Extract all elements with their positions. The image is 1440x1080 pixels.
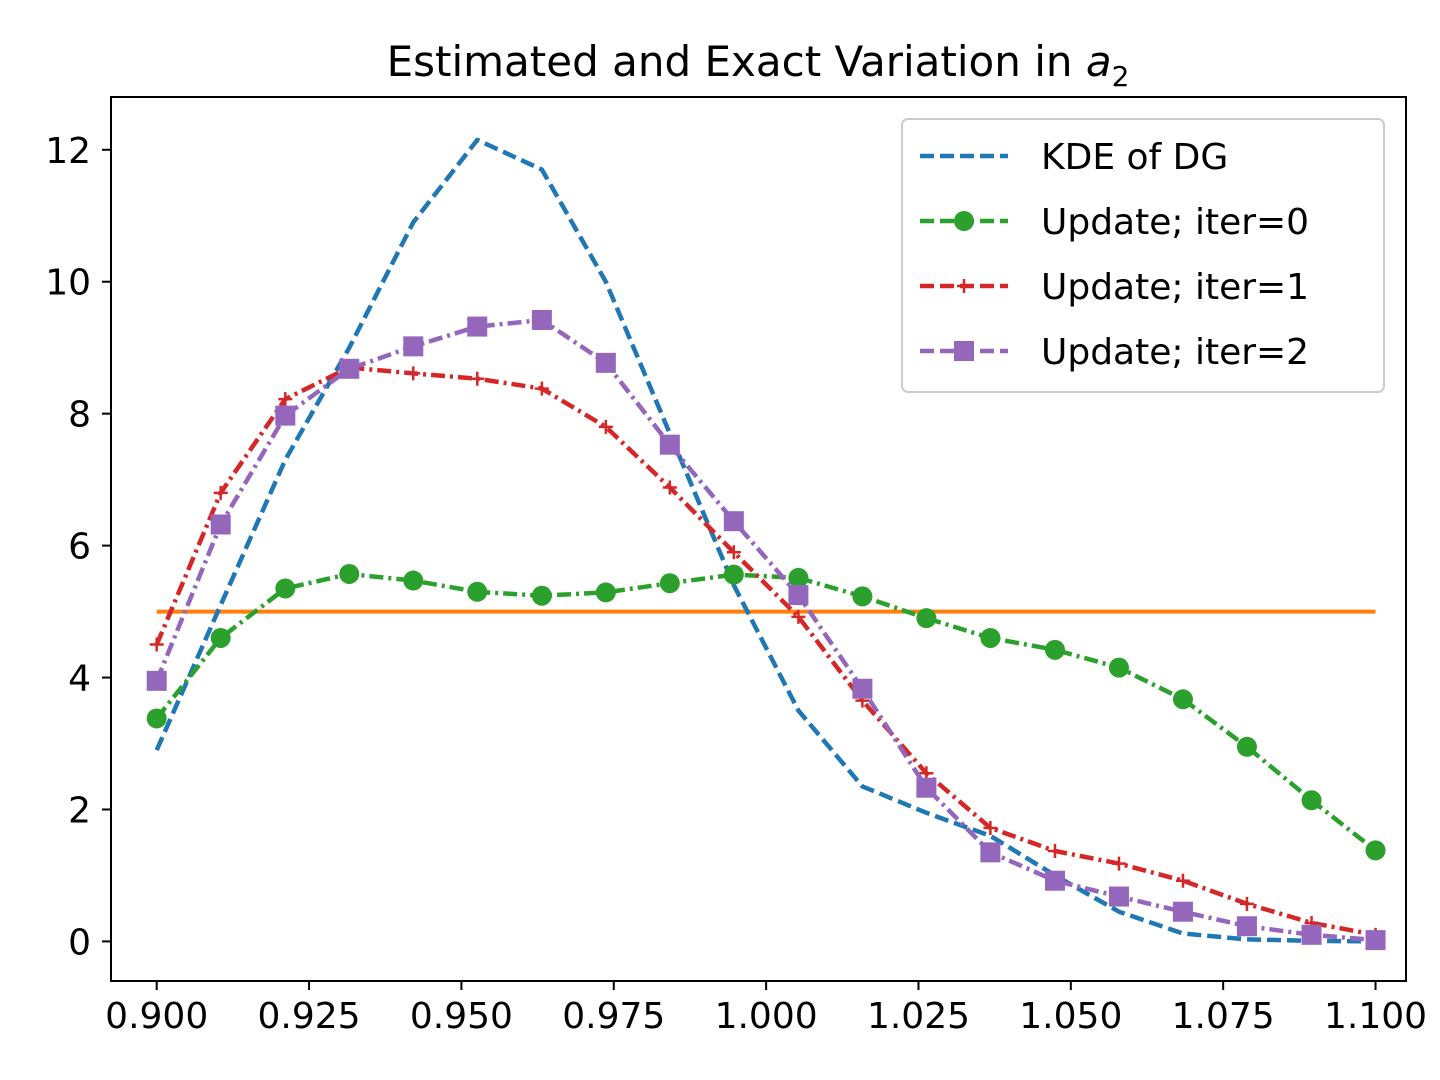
series-1-point-16 [1172, 689, 1193, 710]
series-line-0 [154, 137, 1376, 944]
chart-title-math: a [1086, 37, 1112, 86]
series-3-point-10 [788, 585, 809, 606]
series-1-point-4 [403, 570, 424, 591]
series-1-point-11 [852, 586, 873, 607]
series-1-point-13 [980, 627, 1001, 648]
series-3-point-0 [146, 670, 167, 691]
series-1-point-19 [1365, 840, 1386, 861]
series-3-point-12 [916, 777, 937, 798]
series-1-point-2 [275, 578, 296, 599]
series-line-1 [154, 571, 1377, 853]
y-tick-label-6: 12 [45, 131, 91, 172]
series-line-2 [154, 365, 1376, 938]
series-1-point-18 [1301, 790, 1322, 811]
y-tick-label-4: 8 [68, 395, 91, 436]
legend-label-3: Update; iter=2 [1041, 332, 1309, 373]
legend-marker-1 [954, 211, 974, 231]
series-3-point-17 [1236, 916, 1257, 937]
plot-frame [110, 96, 1407, 982]
series-2-point-5 [470, 371, 485, 386]
series-2-point-2 [278, 392, 293, 407]
series-2-point-1 [213, 485, 228, 500]
x-tick-label-6: 1.050 [1019, 996, 1122, 1037]
legend-marker-3 [954, 341, 974, 361]
series-1-point-7 [595, 582, 616, 603]
x-tick-label-4: 1.000 [715, 996, 818, 1037]
y-tick-label-1: 2 [68, 790, 91, 831]
legend-label-1: Update; iter=0 [1041, 202, 1309, 243]
y-tick-label-0: 0 [68, 922, 91, 963]
series-3-point-19 [1365, 930, 1386, 951]
series-line-3 [154, 317, 1376, 943]
series-1-point-8 [659, 573, 680, 594]
series-2-point-17 [1239, 896, 1254, 911]
series-1-point-5 [467, 581, 488, 602]
series-1-point-15 [1108, 657, 1129, 678]
x-tick-label-3: 0.975 [562, 996, 665, 1037]
series-1 [146, 563, 1386, 861]
axes-layer: 0.900 0.925 0.950 0.975 1.000 1.025 1.050 1.075… [45, 96, 1427, 1037]
x-tick-label-0: 0.900 [105, 996, 208, 1037]
legend: KDE of DG Update; iter=0 Update; iter=1 Upd… [901, 118, 1385, 393]
series-2-point-16 [1175, 873, 1190, 888]
series-0 [154, 137, 1376, 944]
y-tick-label-3: 6 [68, 527, 91, 568]
series-3-point-2 [275, 405, 296, 426]
chart-title-text: Estimated and Exact Variation in [387, 37, 1086, 86]
legend-box [901, 118, 1385, 393]
series-1-point-14 [1044, 639, 1065, 660]
series-1-point-0 [146, 708, 167, 729]
series-1-point-1 [210, 627, 231, 648]
series-1-point-9 [723, 564, 744, 585]
series-3-point-8 [659, 434, 680, 455]
x-tick-label-5: 1.025 [867, 996, 970, 1037]
series-3-point-5 [467, 316, 488, 337]
series-2-point-0 [149, 637, 164, 652]
series-2-point-6 [534, 381, 549, 396]
x-tick-label-8: 1.100 [1324, 996, 1427, 1037]
series-3-point-13 [980, 842, 1001, 863]
series-3-point-15 [1108, 886, 1129, 907]
series-3-point-4 [403, 336, 424, 357]
series-2-point-13 [983, 820, 998, 835]
x-tick-label-7: 1.075 [1172, 996, 1275, 1037]
chart-title: Estimated and Exact Variation in a2 [387, 37, 1130, 93]
series-3-point-1 [210, 514, 231, 535]
series-3-point-3 [339, 358, 360, 379]
x-tick-label-2: 0.950 [410, 996, 513, 1037]
series-2-point-9 [726, 545, 741, 560]
legend-label-2: Update; iter=1 [1041, 267, 1309, 308]
legend-marker-2 [957, 279, 971, 293]
series-3-point-11 [852, 678, 873, 699]
y-tick-label-5: 10 [45, 263, 91, 304]
series-3-point-9 [723, 511, 744, 532]
series-layer [146, 137, 1386, 951]
series-3-point-7 [595, 352, 616, 373]
series-1-point-3 [339, 563, 360, 584]
series-3-point-14 [1044, 870, 1065, 891]
series-2-point-14 [1047, 844, 1062, 859]
series-2-point-4 [406, 366, 421, 381]
series-3-point-18 [1301, 924, 1322, 945]
series-3-point-16 [1172, 901, 1193, 922]
series-1-point-12 [916, 608, 937, 629]
series-3-point-6 [531, 309, 552, 330]
chart-title-subscript: 2 [1112, 60, 1130, 93]
series-2-point-15 [1111, 856, 1126, 871]
series-1-point-17 [1236, 736, 1257, 757]
series-2-point-8 [662, 480, 677, 495]
series-3 [146, 309, 1386, 951]
y-tick-label-2: 4 [68, 659, 91, 700]
x-tick-label-1: 0.925 [258, 996, 361, 1037]
series-1-point-6 [531, 585, 552, 606]
series-2-point-7 [598, 419, 613, 434]
legend-label-0: KDE of DG [1041, 137, 1228, 178]
series-1-point-10 [788, 567, 809, 588]
series-2-point-10 [791, 609, 806, 624]
